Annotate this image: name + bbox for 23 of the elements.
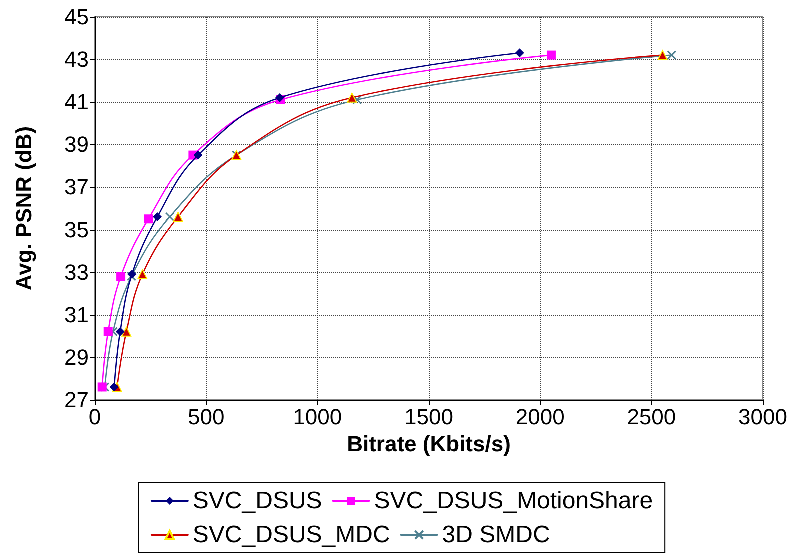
y-tick-label: 41: [64, 90, 89, 115]
y-tick-label: 37: [64, 174, 89, 200]
legend-label: SVC_DSUS_MotionShare: [374, 488, 654, 514]
y-tick-label: 33: [64, 260, 89, 285]
y-tick-label: 45: [64, 4, 89, 30]
y-axis-title: Avg. PSNR (dB): [12, 126, 36, 291]
x-axis-title: Bitrate (Kbits/s): [347, 431, 511, 456]
legend-label: SVC_DSUS_MDC: [192, 522, 390, 548]
y-tick-label: 43: [64, 47, 89, 72]
x-tick-label: 2500: [627, 404, 676, 430]
y-tick-label: 27: [64, 388, 89, 412]
x-tick-label: 500: [188, 404, 225, 430]
x-tick-label: 1500: [404, 404, 454, 430]
y-tick-label: 39: [64, 132, 89, 158]
y-tick-label: 29: [64, 344, 89, 370]
y-tick-label: 35: [64, 217, 89, 242]
x-tick-label: 0: [88, 404, 102, 430]
x-tick-label: 2000: [516, 404, 565, 430]
x-tick-label: 3000: [738, 404, 788, 430]
y-tick-label: 31: [64, 302, 89, 328]
legend-label: SVC_DSUS: [192, 488, 322, 514]
x-tick-label: 1000: [293, 404, 342, 430]
legend-label: 3D SMDC: [442, 522, 550, 548]
